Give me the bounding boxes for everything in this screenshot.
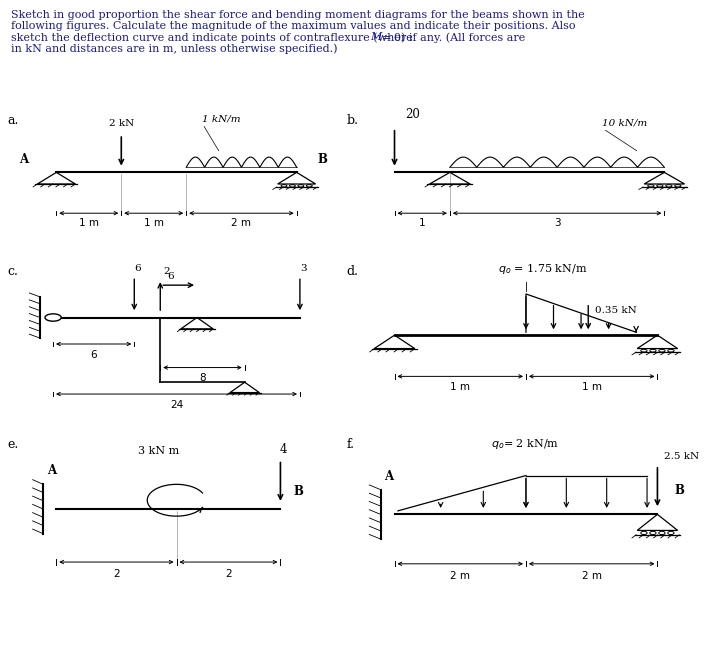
Text: sketch the deflection curve and indicate points of contraflexure (where: sketch the deflection curve and indicate… [11, 32, 416, 43]
Text: 20: 20 [405, 109, 420, 122]
Text: Sketch in good proportion the shear force and bending moment diagrams for the be: Sketch in good proportion the shear forc… [11, 10, 585, 20]
Text: 2: 2 [164, 267, 170, 277]
Text: $q_o$= 2 kN/m: $q_o$= 2 kN/m [491, 437, 559, 451]
Text: = 0) if any. (All forces are: = 0) if any. (All forces are [380, 32, 525, 43]
Text: 2: 2 [225, 569, 232, 579]
Text: e.: e. [8, 438, 19, 451]
Text: B: B [318, 154, 328, 167]
Text: 10 kN/m: 10 kN/m [602, 119, 647, 128]
Text: 24: 24 [170, 400, 183, 410]
Text: in kN and distances are in m, unless otherwise specified.): in kN and distances are in m, unless oth… [11, 43, 337, 54]
Text: $q_o$ = 1.75 kN/m: $q_o$ = 1.75 kN/m [498, 262, 587, 277]
Text: d.: d. [346, 264, 358, 277]
Text: 1 m: 1 m [582, 382, 602, 392]
Text: B: B [675, 484, 685, 497]
Text: 3: 3 [300, 264, 306, 273]
Text: 2.5 kN: 2.5 kN [664, 453, 700, 462]
Circle shape [45, 314, 61, 321]
Text: B: B [294, 485, 304, 498]
Text: A: A [19, 154, 28, 167]
Text: 2: 2 [113, 569, 120, 579]
Text: 0.35 kN: 0.35 kN [595, 305, 637, 315]
Text: 4: 4 [280, 443, 287, 456]
Text: 1 m: 1 m [450, 382, 470, 392]
Text: c.: c. [8, 264, 18, 277]
Text: 1 m: 1 m [144, 218, 164, 228]
Text: 2 m: 2 m [232, 218, 251, 228]
Text: 1 m: 1 m [79, 218, 99, 228]
Text: 2 m: 2 m [450, 571, 470, 581]
Text: 2 m: 2 m [582, 571, 602, 581]
Text: f.: f. [346, 438, 354, 451]
Text: 6: 6 [167, 271, 174, 281]
Text: a.: a. [8, 114, 19, 127]
Text: b.: b. [346, 114, 358, 127]
Text: 1 kN/m: 1 kN/m [203, 115, 241, 124]
Text: M: M [371, 32, 382, 42]
Text: 2 kN: 2 kN [109, 119, 134, 128]
Text: 6: 6 [134, 264, 140, 273]
Text: 8: 8 [199, 373, 205, 383]
Text: 1: 1 [419, 218, 426, 228]
Text: following figures. Calculate the magnitude of the maximum values and indicate th: following figures. Calculate the magnitu… [11, 21, 575, 31]
Text: A: A [47, 464, 56, 477]
Text: A: A [384, 470, 393, 483]
Text: 6: 6 [90, 350, 97, 360]
Text: 3 kN m: 3 kN m [138, 446, 179, 456]
Text: 3: 3 [554, 218, 561, 228]
